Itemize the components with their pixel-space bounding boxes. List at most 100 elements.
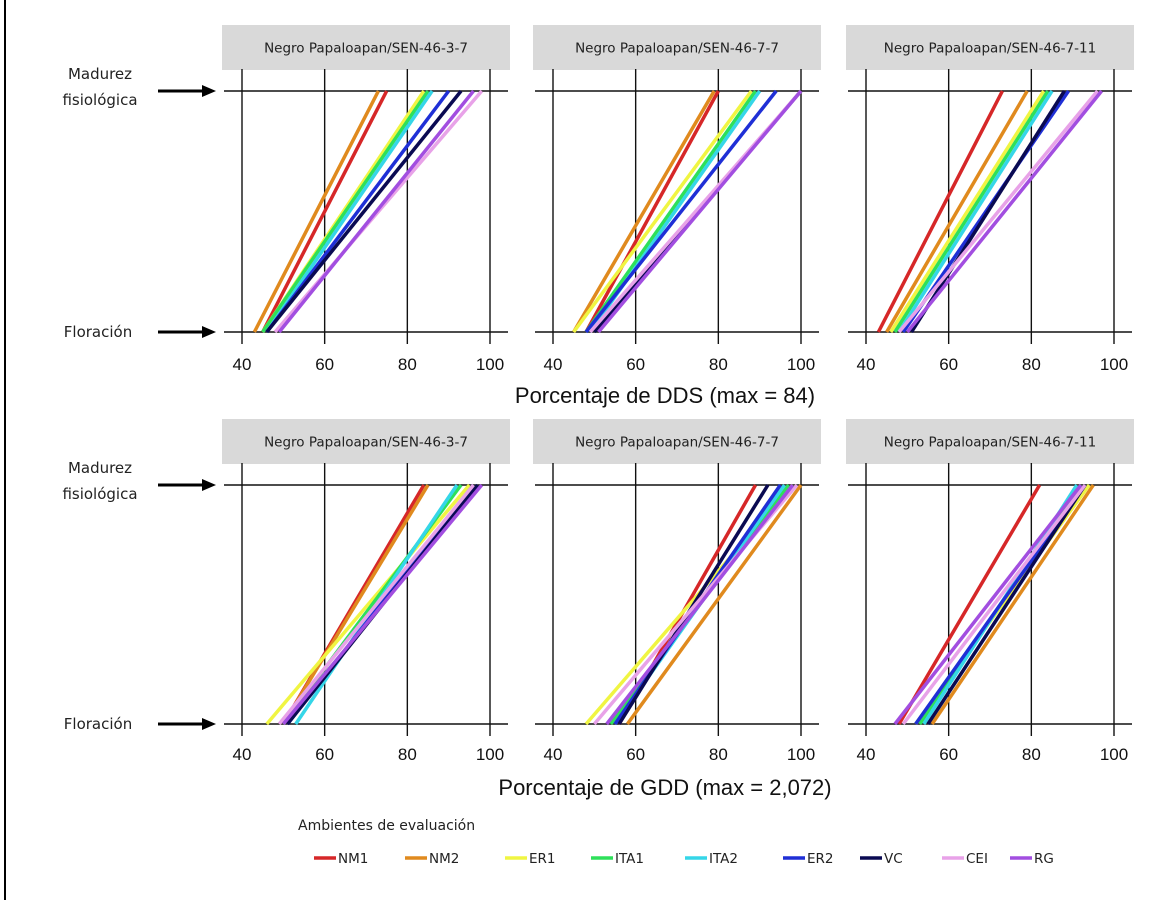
panel-strip: Negro Papaloapan/SEN-46-7-11 [846, 419, 1134, 464]
tick-label-100: 100 [1100, 355, 1128, 374]
series-line-vc [265, 89, 463, 334]
legend-title: Ambientes de evaluación [298, 818, 475, 834]
series-line-er2 [584, 89, 778, 334]
x-tick-labels: 40 60 80 100 [233, 745, 505, 764]
panel-strip: Negro Papaloapan/SEN-46-7-7 [533, 25, 821, 70]
legend-label: ITA2 [709, 851, 738, 867]
series-line-nm1 [261, 90, 389, 333]
series-line-nm1 [876, 90, 1004, 333]
madurez-label: Madurez [68, 65, 132, 83]
legend-label: CEI [966, 851, 988, 867]
tick-label-60: 60 [626, 745, 645, 764]
series-line-nm2 [252, 90, 380, 333]
stage-labels: Floración Madurez fisiológica [62, 459, 216, 733]
panel-strip: Negro Papaloapan/SEN-46-3-7 [222, 419, 510, 464]
series-line-ita1 [261, 90, 430, 333]
maturity-arrow-icon [158, 479, 216, 491]
series-line-nm2 [625, 483, 803, 726]
tick-label-100: 100 [476, 745, 504, 764]
panel-title: Negro Papaloapan/SEN-46-3-7 [264, 41, 468, 57]
series-line-cei [901, 483, 1087, 726]
series-line-nm1 [584, 90, 720, 333]
panel-1-3: Negro Papaloapan/SEN-46-7-11 40 60 80 100 [846, 25, 1134, 374]
legend-item-ita2: ITA2 [685, 851, 738, 867]
series-lines [572, 89, 803, 334]
panel-strip: Negro Papaloapan/SEN-46-3-7 [222, 25, 510, 70]
tick-label-40: 40 [857, 355, 876, 374]
panel-grid [535, 69, 819, 344]
series-line-er1 [572, 89, 753, 334]
panel-grid [224, 463, 508, 736]
chart-row-2: Floración Madurez fisiológica Negro Papaloa… [62, 419, 1134, 800]
series-line-ita1 [584, 89, 757, 334]
panel-title: Negro Papaloapan/SEN-46-7-11 [884, 435, 1096, 451]
fisiologica-label: fisiológica [62, 91, 137, 109]
series-line-vc [909, 90, 1066, 333]
tick-label-80: 80 [1022, 745, 1041, 764]
series-line-cei [897, 89, 1099, 334]
series-line-rg [905, 89, 1103, 334]
series-lines [893, 483, 1095, 726]
series-line-rg [893, 483, 1083, 726]
floracion-label: Floración [64, 715, 132, 733]
legend-label: ER1 [529, 851, 556, 867]
tick-label-100: 100 [787, 355, 815, 374]
legend-label: NM2 [429, 851, 459, 867]
legend-item-rg: RG [1010, 851, 1054, 867]
legend-label: RG [1034, 851, 1054, 867]
series-line-nm2 [572, 90, 716, 333]
legend-item-ita1: ITA1 [591, 851, 644, 867]
series-line-rg [597, 89, 803, 334]
page-border [4, 0, 6, 900]
panel-2-1: Negro Papaloapan/SEN-46-3-7 40 60 80 100 [222, 419, 510, 764]
tick-label-40: 40 [233, 745, 252, 764]
tick-label-80: 80 [398, 355, 417, 374]
legend-label: VC [884, 851, 903, 867]
legend-item-nm2: NM2 [405, 851, 459, 867]
tick-label-40: 40 [544, 355, 563, 374]
series-line-rg [281, 483, 484, 726]
series-line-vc [926, 484, 1087, 725]
series-lines [584, 483, 803, 726]
tick-label-100: 100 [476, 355, 504, 374]
legend-item-cei: CEI [942, 851, 988, 867]
x-tick-labels: 40 60 80 100 [857, 355, 1129, 374]
legend-item-er1: ER1 [505, 851, 556, 867]
tick-label-80: 80 [1022, 355, 1041, 374]
tick-label-100: 100 [1100, 745, 1128, 764]
panel-strip: Negro Papaloapan/SEN-46-7-11 [846, 25, 1134, 70]
floracion-label: Floración [64, 323, 132, 341]
series-line-rg [277, 89, 475, 334]
madurez-label: Madurez [68, 459, 132, 477]
fisiologica-label: fisiológica [62, 485, 137, 503]
panel-title: Negro Papaloapan/SEN-46-3-7 [264, 435, 468, 451]
legend-label: NM1 [338, 851, 368, 867]
tick-label-40: 40 [544, 745, 563, 764]
tick-label-40: 40 [857, 745, 876, 764]
series-line-nm2 [281, 484, 430, 725]
panel-2-2: Negro Papaloapan/SEN-46-7-7 40 60 80 100 [533, 419, 821, 764]
legend-label: ER2 [807, 851, 834, 867]
tick-label-60: 60 [626, 355, 645, 374]
panel-1-2: Negro Papaloapan/SEN-46-7-7 40 60 80 100 [533, 25, 821, 374]
x-axis-label: Porcentaje de DDS (max = 84) [515, 383, 815, 408]
maturity-arrow-icon [158, 85, 216, 97]
panel-title: Negro Papaloapan/SEN-46-7-7 [575, 41, 779, 57]
tick-label-60: 60 [315, 355, 334, 374]
series-line-ita2 [897, 90, 1054, 333]
tick-label-80: 80 [398, 745, 417, 764]
legend-item-nm1: NM1 [314, 851, 368, 867]
series-line-nm1 [897, 484, 1042, 725]
series-lines [252, 89, 484, 334]
tick-label-60: 60 [939, 745, 958, 764]
x-axis-label: Porcentaje de GDD (max = 2,072) [498, 775, 831, 800]
flowering-arrow-icon [158, 718, 216, 730]
tick-label-60: 60 [939, 355, 958, 374]
series-line-ita1 [893, 90, 1050, 333]
panel-2-3: Negro Papaloapan/SEN-46-7-11 40 60 80 100 [846, 419, 1134, 764]
panel-title: Negro Papaloapan/SEN-46-7-11 [884, 41, 1096, 57]
legend-label: ITA1 [615, 851, 644, 867]
series-line-ita2 [265, 90, 434, 333]
x-tick-labels: 40 60 80 100 [544, 355, 816, 374]
